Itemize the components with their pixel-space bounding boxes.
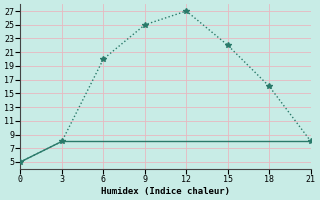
- X-axis label: Humidex (Indice chaleur): Humidex (Indice chaleur): [101, 187, 230, 196]
